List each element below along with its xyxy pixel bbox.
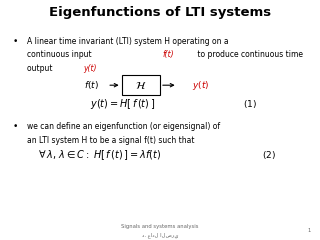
Text: continuous input: continuous input <box>27 50 94 59</box>
Text: an LTI system H to be a signal f(t) such that: an LTI system H to be a signal f(t) such… <box>27 136 195 144</box>
Text: 1: 1 <box>307 228 310 233</box>
Text: •: • <box>13 37 18 46</box>
Text: •: • <box>13 122 18 132</box>
Text: y(t): y(t) <box>83 64 97 72</box>
Text: $y(t) = H[\,f\,(t)\,]$: $y(t) = H[\,f\,(t)\,]$ <box>90 97 155 111</box>
Text: we can define an eigenfunction (or eigensignal) of: we can define an eigenfunction (or eigen… <box>27 122 220 132</box>
Text: Signals and systems analysis: Signals and systems analysis <box>121 224 199 229</box>
Text: to produce continuous time: to produce continuous time <box>195 50 303 59</box>
Text: د. عادل الصري: د. عادل الصري <box>142 232 178 238</box>
Text: $y(t)$: $y(t)$ <box>192 79 209 92</box>
Text: Eigenfunctions of LTI systems: Eigenfunctions of LTI systems <box>49 6 271 19</box>
Text: $\mathcal{H}$: $\mathcal{H}$ <box>135 80 147 91</box>
Text: A linear time invariant (LTI) system H operating on a: A linear time invariant (LTI) system H o… <box>27 37 229 46</box>
Text: output: output <box>27 64 55 72</box>
Text: $f(t)$: $f(t)$ <box>84 79 99 91</box>
Text: $\forall\,\lambda,\,\lambda\in C:\;H[\,f\,(t)\,]=\lambda f(t)$: $\forall\,\lambda,\,\lambda\in C:\;H[\,f… <box>38 148 162 162</box>
Text: f(t): f(t) <box>163 50 174 59</box>
Bar <box>122 75 160 95</box>
Text: $(1)$: $(1)$ <box>243 98 257 110</box>
Text: $(2)$: $(2)$ <box>262 149 276 161</box>
